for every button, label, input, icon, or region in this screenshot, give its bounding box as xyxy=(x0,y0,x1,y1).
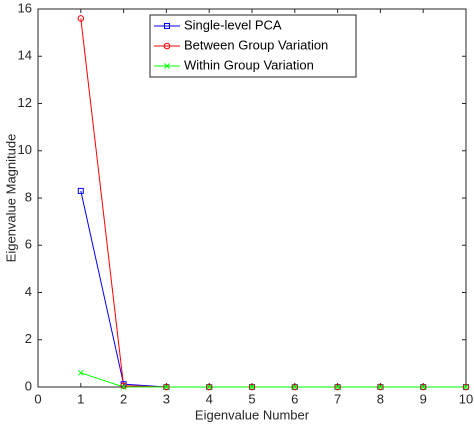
x-tick-label: 7 xyxy=(334,391,341,406)
marker xyxy=(463,384,469,390)
x-tick-label: 6 xyxy=(291,391,298,406)
marker xyxy=(334,383,341,391)
marker xyxy=(77,369,84,376)
y-tick-label: 2 xyxy=(25,331,32,346)
marker xyxy=(163,383,170,391)
marker xyxy=(462,383,470,391)
x-tick-label: 1 xyxy=(77,391,84,406)
marker xyxy=(120,382,127,390)
y-tick-label: 8 xyxy=(25,189,32,204)
legend: Single-level PCA Between Group Variation W… xyxy=(149,14,357,78)
marker xyxy=(77,15,85,22)
x-tick-label: 4 xyxy=(206,391,213,406)
x-tick-label: 3 xyxy=(163,391,170,406)
marker xyxy=(120,384,127,390)
marker xyxy=(248,383,256,391)
marker xyxy=(205,383,213,391)
y-axis-label: Eigenvalue Magnitude xyxy=(3,134,18,263)
legend-label: Between Group Variation xyxy=(184,37,328,52)
marker xyxy=(164,23,170,29)
marker xyxy=(77,187,84,194)
y-tick-label: 0 xyxy=(25,378,32,393)
marker xyxy=(163,384,170,390)
series-line xyxy=(80,372,466,388)
x-tick-label: 9 xyxy=(420,391,427,406)
marker xyxy=(420,384,427,390)
legend-label: Single-level PCA xyxy=(184,17,282,32)
legend-box xyxy=(149,14,357,78)
marker xyxy=(334,384,341,390)
marker xyxy=(377,383,384,391)
y-tick-label: 14 xyxy=(18,48,32,63)
marker xyxy=(419,383,427,391)
y-tick-label: 10 xyxy=(18,142,32,157)
marker xyxy=(377,384,384,390)
x-tick-label: 5 xyxy=(248,391,255,406)
y-tick-label: 4 xyxy=(25,284,32,299)
marker xyxy=(163,42,171,50)
y-tick-label: 16 xyxy=(18,0,32,15)
y-tick-label: 6 xyxy=(25,237,32,252)
marker xyxy=(291,383,299,391)
x-tick-label: 10 xyxy=(459,391,473,406)
legend-label: Within Group Variation xyxy=(184,57,314,72)
marker xyxy=(249,384,255,390)
x-tick-label: 8 xyxy=(377,391,384,406)
y-tick-label: 12 xyxy=(18,95,32,110)
marker xyxy=(291,384,298,390)
x-tick-label: 2 xyxy=(120,391,127,406)
x-tick-label: 0 xyxy=(34,391,41,406)
marker xyxy=(206,384,213,390)
marker xyxy=(164,63,170,69)
x-axis-label: Eigenvalue Number xyxy=(195,407,310,422)
